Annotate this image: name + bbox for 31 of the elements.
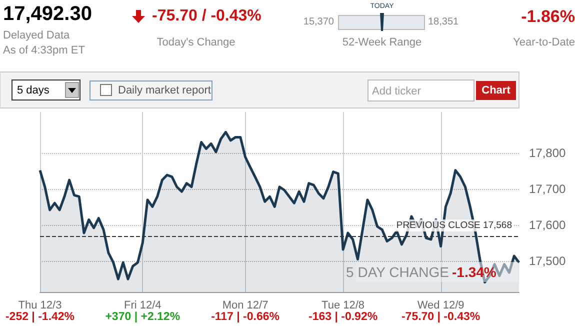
x-tick-label: Fri 12/4 (124, 300, 162, 312)
text: 15,370 (303, 16, 334, 28)
text: Delayed Data (3, 30, 71, 42)
ref-line-label: PREVIOUS CLOSE 17,568 (396, 220, 512, 232)
text: Daily market report (118, 84, 211, 96)
y-tick-label: 17,600 (529, 218, 566, 232)
annotation: -1.34% (452, 264, 497, 280)
text: Year-to-Date (513, 36, 575, 48)
text: -117 | -0.66% (211, 311, 280, 323)
text: +370 | +2.12% (105, 311, 180, 323)
text: Add ticker (372, 86, 422, 98)
text: -163 | -0.92% (308, 311, 378, 323)
text: 17,492.30 (3, 3, 92, 25)
text: 52-Week Range (342, 36, 422, 48)
y-tick-label: 17,700 (529, 182, 566, 196)
x-tick-label: Thu 12/3 (18, 300, 62, 312)
x-tick-label: Wed 12/9 (417, 300, 464, 312)
x-tick-label: Tue 12/8 (322, 300, 365, 312)
text: -75.70 / -0.43% (152, 8, 262, 24)
text: 5 days (17, 84, 50, 96)
y-tick-label: 17,500 (529, 254, 566, 268)
text: -1.86% (521, 7, 575, 26)
text: As of 4:33pm ET (3, 44, 86, 56)
text: -252 | -1.42% (5, 311, 75, 323)
text: Today's Change (156, 36, 236, 48)
annotation: 5 DAY CHANGE (346, 264, 449, 280)
text: 18,351 (428, 16, 460, 28)
x-tick-label: Mon 12/7 (222, 300, 268, 312)
text: Chart (482, 84, 511, 96)
text: -75.70 | -0.43% (401, 311, 480, 323)
y-tick-label: 17,800 (529, 146, 566, 160)
